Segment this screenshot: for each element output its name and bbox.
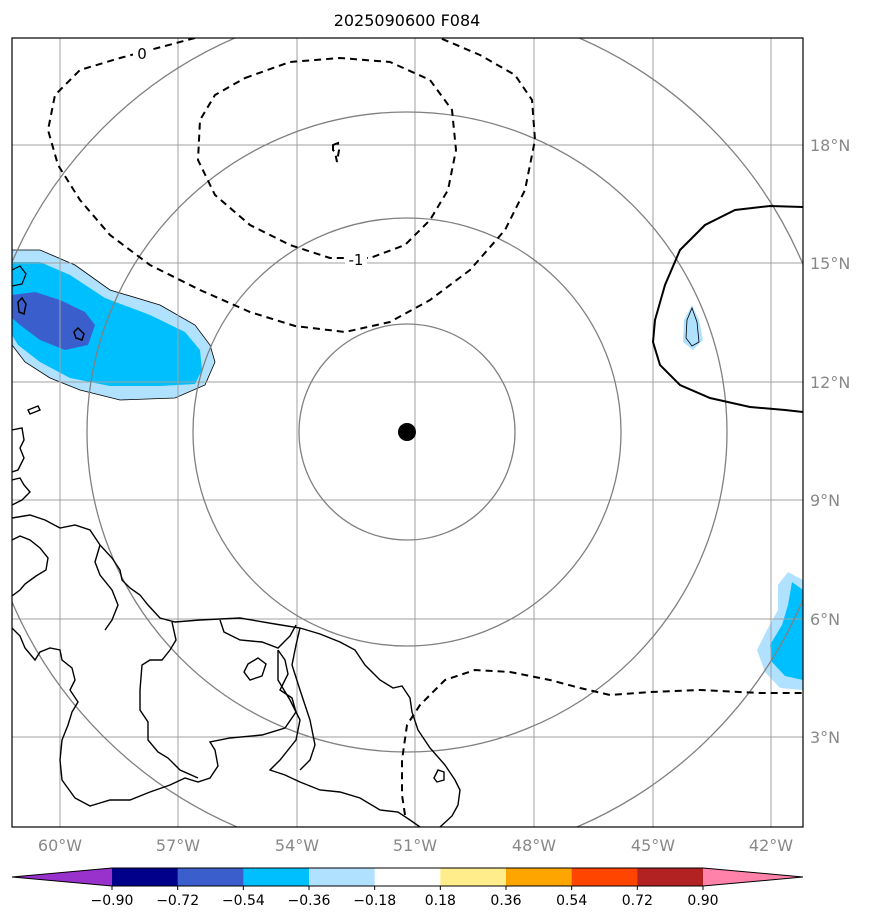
range-rings	[12, 38, 803, 827]
lat-label: 18°N	[810, 136, 850, 155]
colorbar-tick-label: −0.72	[156, 893, 199, 909]
shaded-field-east-small	[683, 305, 703, 350]
colorbar-tick-label: 0.54	[556, 893, 587, 909]
colorbar-tick-label: −0.90	[91, 893, 134, 909]
longitude-labels: 60°W 57°W 54°W 51°W 48°W 45°W 42°W	[38, 836, 793, 855]
lat-label: 3°N	[810, 728, 840, 747]
dashed-contours	[46, 38, 803, 816]
lon-label: 60°W	[38, 836, 82, 855]
lat-label: 6°N	[810, 610, 840, 629]
colorbar-tick-label: 0.36	[490, 893, 521, 909]
colorbar-segment	[243, 868, 310, 886]
lon-label: 45°W	[631, 836, 675, 855]
colorbar-tick-label: 0.90	[687, 893, 718, 909]
shaded-field-east-edge	[757, 572, 803, 690]
colorbar-tick-label: 0.72	[622, 893, 653, 909]
colorbar-extend-max	[703, 868, 803, 886]
colorbar-segment	[440, 868, 507, 886]
contour-label-zero: 0	[137, 45, 147, 63]
lat-label: 9°N	[810, 491, 840, 510]
lat-label: 15°N	[810, 254, 850, 273]
lon-label: 51°W	[393, 836, 437, 855]
colorbar-segment	[637, 868, 704, 886]
latitude-labels: 18°N 15°N 12°N 9°N 6°N 3°N	[810, 136, 850, 747]
colorbar-segment	[506, 868, 573, 886]
lat-label: 12°N	[810, 373, 850, 392]
map-frame	[11, 37, 804, 828]
colorbar-segment	[571, 868, 638, 886]
solid-contour	[651, 204, 803, 413]
map-area: 0 -1	[12, 38, 803, 827]
map-title: 2025090600 F084	[334, 11, 481, 30]
colorbar-tick-label: −0.18	[353, 893, 396, 909]
colorbar-tick-label: −0.36	[288, 893, 331, 909]
storm-center-marker	[398, 423, 416, 441]
colorbar-segment	[309, 868, 376, 886]
graticule	[12, 38, 803, 827]
lon-label: 42°W	[749, 836, 793, 855]
lon-label: 48°W	[512, 836, 556, 855]
coastlines	[12, 405, 461, 827]
colorbar-segment	[374, 868, 441, 886]
colorbar-tick-label: −0.54	[222, 893, 265, 909]
lon-label: 54°W	[275, 836, 319, 855]
colorbar-segment	[177, 868, 244, 886]
colorbar: −0.90 −0.72 −0.54 −0.36 −0.18 0.18 0.36 0.54 0.7…	[11, 867, 804, 909]
lon-label: 57°W	[156, 836, 200, 855]
colorbar-extend-min	[12, 868, 112, 886]
contour-label-minus-one: -1	[349, 251, 364, 269]
colorbar-tick-label: 0.18	[425, 893, 456, 909]
colorbar-segment	[112, 868, 179, 886]
